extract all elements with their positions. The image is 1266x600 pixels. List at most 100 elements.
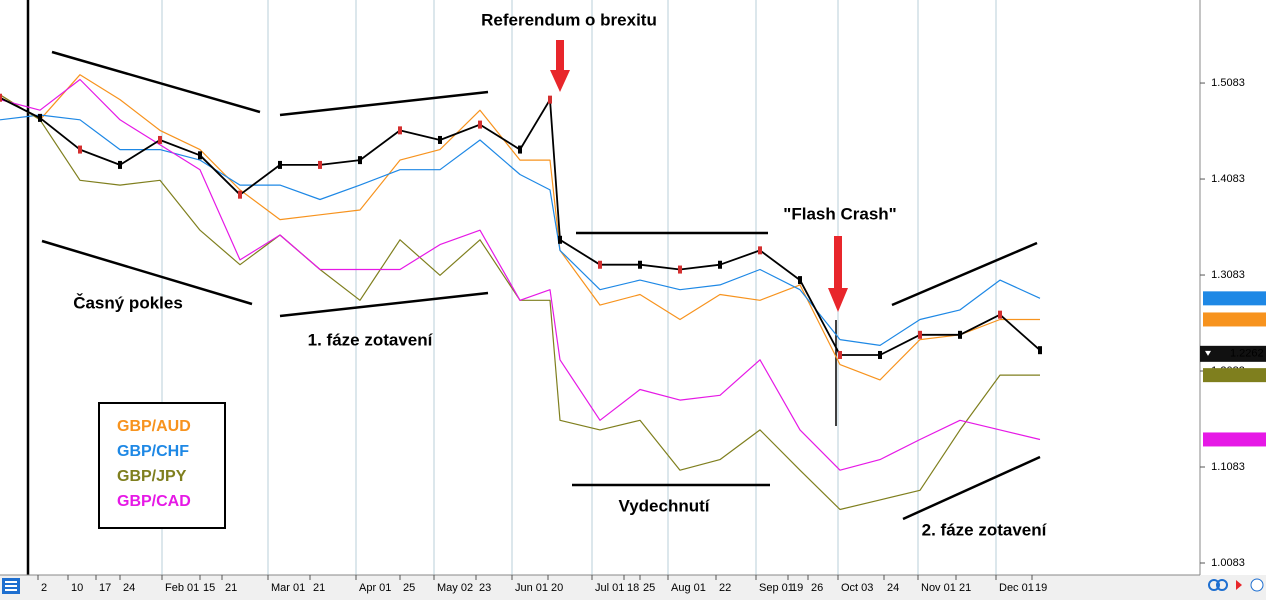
candle (638, 260, 642, 269)
arrow-icon[interactable] (1236, 580, 1242, 590)
last-value-marker (1203, 291, 1266, 306)
trend-line (41, 239, 253, 306)
x-tick-label: 23 (479, 582, 491, 594)
last-value-marker (1203, 368, 1266, 383)
trend-line (279, 90, 489, 117)
candle (838, 350, 842, 359)
candle (548, 95, 552, 104)
x-tick-label: Aug 01 (671, 582, 706, 594)
x-tick-label: Apr 01 (359, 582, 391, 594)
candle (598, 260, 602, 269)
candle (758, 246, 762, 255)
current-price-label: 1.2262 (1230, 348, 1264, 360)
candle (558, 235, 562, 244)
x-tick-label: Jun 01 (515, 582, 548, 594)
candle (38, 113, 42, 122)
y-tick-label: 1.1083 (1211, 461, 1245, 473)
x-tick-label: Mar 01 (271, 582, 305, 594)
x-tick-label: 18 (627, 582, 639, 594)
candle (118, 160, 122, 169)
series-line (0, 114, 1041, 346)
grid (161, 0, 997, 575)
y-tick-label: 1.5083 (1211, 77, 1245, 89)
x-tick-label: Jul 01 (595, 582, 624, 594)
arrow (828, 288, 848, 312)
x-tick-label: 21 (225, 582, 237, 594)
x-tick-label: Dec 01 (999, 582, 1034, 594)
trend-line (279, 291, 489, 318)
arrow (550, 70, 570, 92)
x-tick-label: 15 (203, 582, 215, 594)
candle (518, 145, 522, 154)
price-line (0, 96, 1041, 356)
legend-label: GBP/AUD (117, 418, 191, 435)
x-axis: 2 10 17 24 Feb 01 15 21 Mar 01 21 Apr 01 25 May 02 2… (37, 575, 1047, 594)
candle (478, 120, 482, 129)
candle (198, 151, 202, 160)
candle (78, 145, 82, 154)
plot-area (0, 74, 1042, 511)
candle (238, 190, 242, 199)
candle (678, 265, 682, 274)
series-line (0, 94, 1040, 511)
legend-label: GBP/CAD (117, 493, 191, 510)
x-tick-label: 2 (41, 582, 47, 594)
candle (718, 260, 722, 269)
legend-label: GBP/JPY (117, 468, 187, 485)
candle (918, 330, 922, 339)
x-tick-label: 24 (887, 582, 899, 594)
candle (158, 135, 162, 144)
arrow (556, 40, 564, 72)
y-tick-label: 1.3083 (1211, 269, 1245, 281)
candle (318, 160, 322, 169)
x-tick-label: 20 (551, 582, 563, 594)
x-tick-label: Oct 03 (841, 582, 873, 594)
x-tick-label: 21 (959, 582, 971, 594)
candle (958, 330, 962, 339)
x-tick-label: 25 (643, 582, 655, 594)
x-tick-label: 17 (99, 582, 111, 594)
last-value-marker (1203, 432, 1266, 447)
x-tick-label: 26 (811, 582, 823, 594)
annotation: 1. fáze zotavení (308, 330, 434, 349)
x-tick-label: Feb 01 (165, 582, 199, 594)
annotation: "Flash Crash" (783, 204, 896, 223)
x-tick-label: 21 (313, 582, 325, 594)
candle (798, 276, 802, 285)
series-line (0, 78, 1041, 471)
candle (1038, 346, 1042, 355)
annotation: Referendum o brexitu (481, 10, 657, 29)
x-axis-bar (0, 575, 1266, 600)
x-tick-label: 19 (791, 582, 803, 594)
candle (358, 156, 362, 165)
trend-line (891, 241, 1038, 307)
arrow (834, 236, 842, 290)
x-tick-label: 19 (1035, 582, 1047, 594)
candle (278, 160, 282, 169)
current-price-arrow (1205, 350, 1211, 356)
y-axis: 1.50831.40831.30831.20831.10831.00831.22… (1200, 77, 1266, 569)
trend-line (51, 50, 261, 114)
y-tick-label: 1.4083 (1211, 173, 1245, 185)
x-tick-label: Nov 01 (921, 582, 956, 594)
menu-icon-lines (5, 581, 17, 591)
x-tick-label: Sep 01 (759, 582, 794, 594)
trend-line (902, 455, 1041, 521)
link-icon[interactable] (1216, 579, 1228, 591)
x-tick-label: 25 (403, 582, 415, 594)
help-icon[interactable] (1250, 578, 1264, 592)
legend-label: GBP/CHF (117, 443, 189, 460)
toolbar-icons (1208, 578, 1264, 592)
candle (398, 126, 402, 135)
y-tick-label: 1.0083 (1211, 557, 1245, 569)
x-tick-label: May 02 (437, 582, 473, 594)
annotation: 2. fáze zotavení (922, 520, 1048, 539)
link-icon[interactable] (1208, 579, 1220, 591)
series-line (0, 74, 1040, 381)
x-tick-label: 22 (719, 582, 731, 594)
candle (0, 93, 2, 102)
trend-lines (41, 50, 1041, 521)
candle (438, 135, 442, 144)
last-value-marker (1203, 312, 1266, 327)
arrows (550, 40, 848, 312)
